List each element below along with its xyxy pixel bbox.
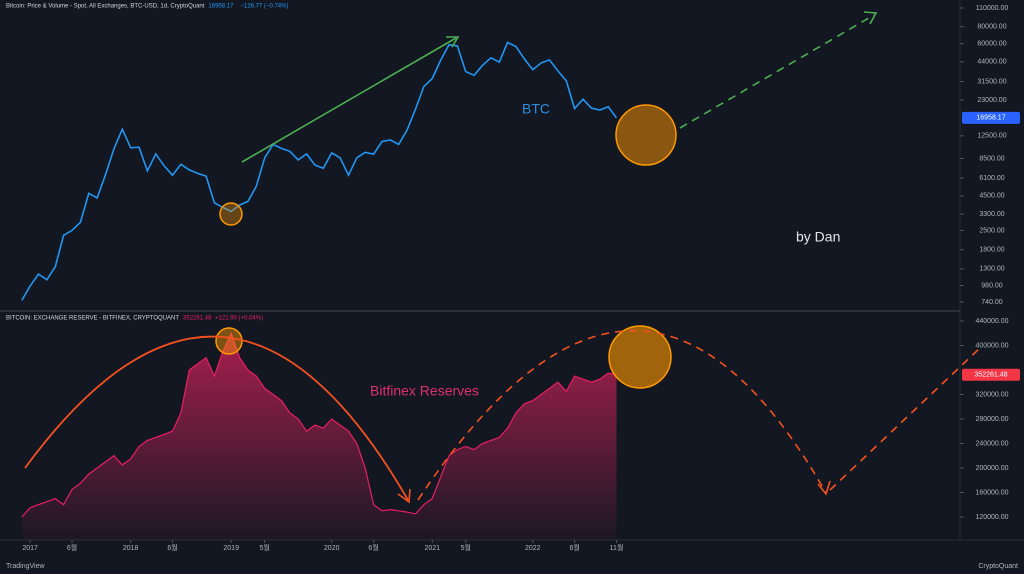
x-tick-label: 2018 bbox=[123, 545, 139, 552]
highlight-circle bbox=[608, 325, 672, 389]
x-tick-label: 6월 bbox=[569, 543, 579, 552]
pane-title: Bitcoin: Price & Volume - Spot, All Exch… bbox=[6, 4, 205, 10]
arrow-head bbox=[397, 488, 411, 504]
pane-title: BITCOIN: EXCHANGE RESERVE - BITFINEX, CR… bbox=[6, 316, 179, 322]
reserve-line bbox=[21, 331, 617, 518]
x-tick-label: 5월 bbox=[461, 543, 471, 552]
y-tick-label: 980.00 bbox=[981, 282, 1003, 289]
drawings bbox=[24, 11, 981, 504]
y-tick-label: 6100.00 bbox=[979, 175, 1004, 182]
x-tick-label: 2021 bbox=[424, 545, 440, 552]
y-tick-label: 160000.00 bbox=[975, 489, 1008, 496]
x-tick-label: 2022 bbox=[525, 545, 541, 552]
reserve-area bbox=[21, 333, 617, 540]
y-tick-label: 12500.00 bbox=[977, 133, 1006, 140]
price-tag bbox=[962, 368, 1020, 381]
watermark: TradingView bbox=[6, 563, 45, 570]
x-tick-label: 2017 bbox=[22, 545, 38, 552]
highlight-circle bbox=[219, 202, 243, 226]
y-tick-label: 280000.00 bbox=[975, 416, 1008, 423]
y-tick-label: 440000.00 bbox=[975, 318, 1008, 325]
change: +121.90 (+0.04%) bbox=[215, 316, 263, 322]
y-tick-label: 240000.00 bbox=[975, 440, 1008, 447]
red-dashed-line bbox=[829, 347, 981, 491]
y-tick-label: 1800.00 bbox=[979, 247, 1004, 254]
y-tick-label: 3300.00 bbox=[979, 211, 1004, 218]
x-tick-label: 6월 bbox=[167, 543, 177, 552]
y-tick-label: 4500.00 bbox=[979, 193, 1004, 200]
current-value: 352261.48 bbox=[183, 316, 212, 322]
x-tick-label: 6월 bbox=[368, 543, 378, 552]
highlight-circle bbox=[215, 327, 243, 355]
green-arrow bbox=[241, 37, 457, 163]
y-tick-label: 740.00 bbox=[981, 299, 1003, 306]
y-tick-label: 110000.00 bbox=[976, 5, 1009, 12]
y-tick-label: 320000.00 bbox=[975, 391, 1008, 398]
change: −126.77 (−0.74%) bbox=[240, 4, 288, 10]
y-tick-label: 400000.00 bbox=[975, 342, 1008, 349]
plot bbox=[21, 41, 618, 540]
x-tick-label: 11월 bbox=[610, 543, 624, 552]
red-dashed-arc bbox=[417, 329, 827, 501]
arrow-head bbox=[446, 36, 460, 48]
annotation: by Dan bbox=[796, 229, 840, 245]
x-tick-label: 2020 bbox=[324, 545, 340, 552]
y-tick-label: 60000.00 bbox=[977, 40, 1006, 47]
arrow-head bbox=[863, 11, 878, 25]
x-tick-label: 6월 bbox=[67, 543, 77, 552]
green-dashed-arrow bbox=[679, 14, 875, 129]
red-arc bbox=[24, 335, 409, 501]
y-tick-label: 44000.00 bbox=[977, 59, 1006, 66]
y-tick-label: 80000.00 bbox=[977, 24, 1006, 31]
y-tick-label: 8500.00 bbox=[979, 155, 1004, 162]
price-tag bbox=[962, 111, 1020, 124]
watermark: CryptoQuant bbox=[978, 563, 1018, 570]
x-tick-label: 2019 bbox=[223, 545, 239, 552]
y-tick-label: 120000.00 bbox=[975, 514, 1008, 521]
annotation: BTC bbox=[522, 101, 550, 117]
price-tag-label: 352261.48 bbox=[974, 372, 1007, 379]
current-value: 16958.17 bbox=[208, 4, 234, 10]
y-tick-label: 23000.00 bbox=[977, 97, 1006, 104]
y-tick-label: 200000.00 bbox=[975, 465, 1008, 472]
price-tag-label: 16958.17 bbox=[976, 115, 1005, 122]
highlight-circle bbox=[615, 104, 677, 166]
x-tick-label: 5월 bbox=[260, 543, 270, 552]
annotation: Bitfinex Reserves bbox=[370, 383, 479, 399]
y-tick-label: 31500.00 bbox=[977, 78, 1006, 85]
y-tick-label: 1300.00 bbox=[979, 266, 1004, 273]
price-line bbox=[21, 41, 618, 301]
y-tick-label: 2500.00 bbox=[979, 227, 1004, 234]
arrow-head bbox=[817, 480, 831, 496]
